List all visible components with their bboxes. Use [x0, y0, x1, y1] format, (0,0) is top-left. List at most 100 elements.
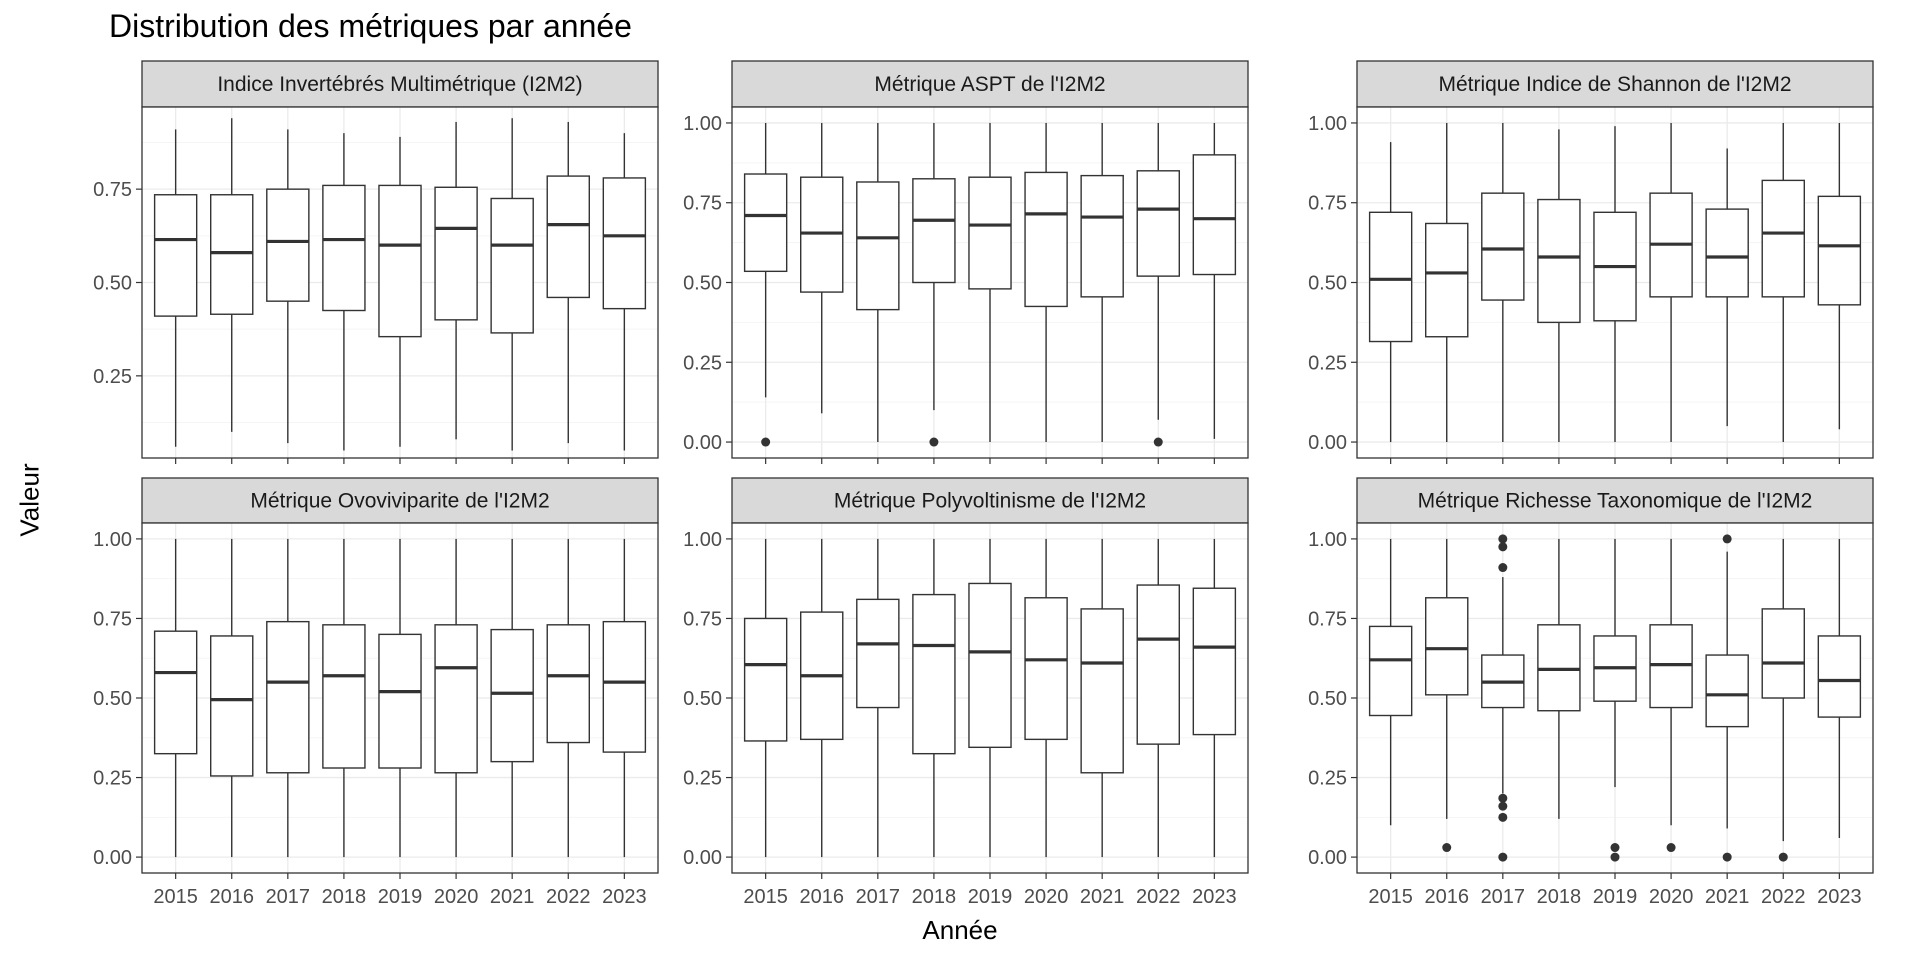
box-iqr: [1761, 608, 1805, 699]
box-iqr: [434, 186, 478, 321]
box-2017: [856, 538, 900, 858]
box-iqr: [856, 181, 900, 311]
box-2015: [153, 129, 198, 447]
box-2022: [546, 538, 590, 858]
x-axis-label: Année: [922, 915, 998, 945]
facet-strip: [1356, 477, 1874, 524]
box-iqr: [434, 624, 478, 774]
box-iqr: [1817, 635, 1862, 718]
box-2017: [1481, 534, 1525, 862]
box-2019: [378, 538, 422, 858]
box-2020: [1024, 538, 1068, 858]
y-tick-label: 0.50: [683, 688, 722, 710]
box-iqr: [546, 624, 590, 744]
box-iqr: [266, 620, 310, 774]
box-2023: [1192, 122, 1237, 439]
y-tick-label: 0.25: [93, 768, 132, 790]
facet-panel-4: Métrique Ovoviviparite de l'I2M2 0.00 0.25…: [93, 477, 659, 908]
box-2017: [856, 122, 900, 443]
y-tick-label: 0.00: [93, 847, 132, 869]
facet-strip-title: Indice Invertébrés Multimétrique (I2M2): [217, 73, 582, 96]
box-2015: [1368, 538, 1413, 826]
box-2019: [1593, 538, 1637, 862]
y-tick-label: 0.25: [683, 768, 722, 790]
box-2019: [968, 122, 1012, 443]
facet-panel-2: Métrique ASPT de l'I2M2 0.00 0.25 0.50 0.75 1…: [683, 60, 1249, 464]
box-2023: [602, 538, 647, 858]
y-tick-label: 0.50: [683, 273, 722, 295]
box-2021: [1705, 148, 1749, 427]
box-2018: [322, 538, 366, 858]
box-2022: [1761, 538, 1805, 862]
box-iqr: [490, 628, 534, 763]
box-iqr: [266, 188, 310, 302]
box-iqr: [1705, 654, 1749, 728]
box-2022: [1761, 122, 1805, 443]
outlier-point: [1666, 843, 1676, 853]
x-tick-label: 2017: [1481, 886, 1526, 908]
outlier-point: [1498, 852, 1508, 862]
box-2023: [602, 133, 647, 451]
box-2020: [1024, 122, 1068, 443]
outlier-point: [1610, 852, 1620, 862]
y-tick-label: 0.25: [1308, 768, 1347, 790]
x-tick-label: 2017: [266, 886, 311, 908]
box-2020: [434, 121, 478, 440]
outlier-point: [1498, 801, 1508, 811]
box-2015: [153, 538, 198, 858]
box-2015: [743, 122, 788, 447]
x-tick-label: 2022: [1761, 886, 1806, 908]
box-iqr: [1136, 170, 1180, 277]
y-tick-label: 0.00: [1308, 847, 1347, 869]
outlier-point: [1498, 542, 1508, 552]
box-iqr: [1080, 608, 1124, 774]
x-tick-label: 2023: [1192, 886, 1237, 908]
box-iqr: [1136, 584, 1180, 745]
box-iqr: [912, 178, 956, 284]
y-tick-label: 1.00: [1308, 113, 1347, 135]
y-tick-label: 1.00: [1308, 529, 1347, 551]
x-tick-label: 2023: [602, 886, 647, 908]
y-tick-label: 0.25: [93, 366, 132, 388]
box-iqr: [546, 175, 590, 299]
box-2019: [968, 538, 1012, 858]
box-2018: [1537, 538, 1581, 819]
facet-panel-6: Métrique Richesse Taxonomique de l'I2M2 0…: [1308, 477, 1874, 908]
box-iqr: [743, 617, 788, 742]
box-iqr: [1817, 195, 1862, 306]
y-tick-label: 0.75: [93, 608, 132, 630]
y-tick-label: 0.50: [1308, 688, 1347, 710]
outlier-point: [761, 437, 771, 447]
box-2016: [1425, 538, 1469, 853]
y-tick-label: 1.00: [683, 113, 722, 135]
box-2023: [1817, 538, 1862, 838]
x-tick-label: 2020: [1024, 886, 1069, 908]
x-tick-label: 2022: [1136, 886, 1181, 908]
x-tick-label: 2019: [1593, 886, 1638, 908]
outlier-point: [929, 437, 939, 447]
box-iqr: [322, 184, 366, 312]
box-2019: [378, 136, 422, 447]
y-tick-label: 0.50: [1308, 273, 1347, 295]
box-2016: [210, 118, 254, 432]
x-tick-label: 2018: [912, 886, 957, 908]
x-tick-label: 2023: [1817, 886, 1862, 908]
facet-strip-title: Métrique Polyvoltinisme de l'I2M2: [834, 490, 1146, 513]
x-tick-label: 2017: [856, 886, 901, 908]
box-iqr: [743, 173, 788, 273]
box-2021: [490, 118, 534, 451]
box-2022: [1136, 538, 1180, 858]
facet-strip-title: Métrique Ovoviviparite de l'I2M2: [250, 490, 549, 513]
box-iqr: [1192, 154, 1237, 276]
outlier-point: [1498, 812, 1508, 822]
box-2023: [1192, 538, 1237, 858]
y-tick-label: 1.00: [93, 529, 132, 551]
box-iqr: [1761, 179, 1805, 298]
box-iqr: [1368, 625, 1413, 717]
y-tick-label: 0.25: [1308, 352, 1347, 374]
box-iqr: [378, 633, 422, 769]
box-iqr: [490, 197, 534, 334]
facet-strip-title: Métrique Indice de Shannon de l'I2M2: [1438, 73, 1791, 96]
x-tick-label: 2019: [968, 886, 1013, 908]
box-2016: [1425, 122, 1469, 443]
